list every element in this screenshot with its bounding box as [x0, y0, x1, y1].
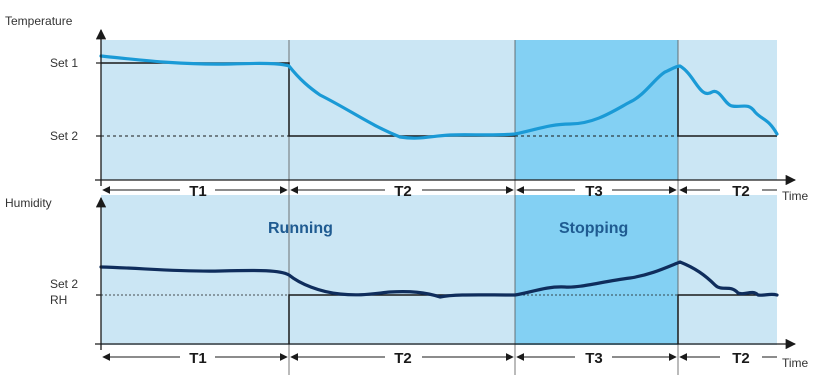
- phase-label-t1-bottom: T1: [189, 350, 207, 367]
- tick-label-set2-rh: Set 2: [50, 277, 78, 291]
- axes: [95, 28, 797, 350]
- tick-label-set1: Set 1: [50, 56, 78, 70]
- time-axis-title-top: Time: [782, 189, 809, 203]
- phase-label-t2-top: T2: [394, 183, 412, 200]
- humidity-curve: [99, 260, 779, 299]
- phase-label-t1-top: T1: [189, 183, 207, 200]
- phase-label-t2-bottom: T2: [394, 350, 412, 367]
- phase-label-t2b-bottom: T2: [732, 350, 750, 367]
- stopping-region-bottom: [515, 195, 678, 345]
- tick-label-set2-temp: Set 2: [50, 129, 78, 143]
- state-running-label: Running: [268, 220, 333, 237]
- running-region-top-after: [678, 40, 777, 180]
- temperature-setpoint-step-2: [677, 66, 777, 137]
- humidity-setpoint-step: [288, 294, 515, 344]
- state-stopping-label: Stopping: [559, 220, 628, 237]
- running-region-bottom-after: [678, 195, 777, 345]
- tick-label-rh: RH: [50, 293, 67, 307]
- stopping-region-top: [515, 40, 678, 180]
- y-ticks: [96, 62, 101, 296]
- phase-label-t3-top: T3: [585, 183, 603, 200]
- phase-label-t2b-top: T2: [732, 183, 750, 200]
- time-axis-title-bottom: Time: [782, 356, 809, 370]
- temperature-axis-title: Temperature: [5, 14, 73, 28]
- temperature-curve: [99, 54, 779, 140]
- humidity-axis-title: Humidity: [5, 196, 52, 210]
- phase-label-t3-bottom: T3: [585, 350, 603, 367]
